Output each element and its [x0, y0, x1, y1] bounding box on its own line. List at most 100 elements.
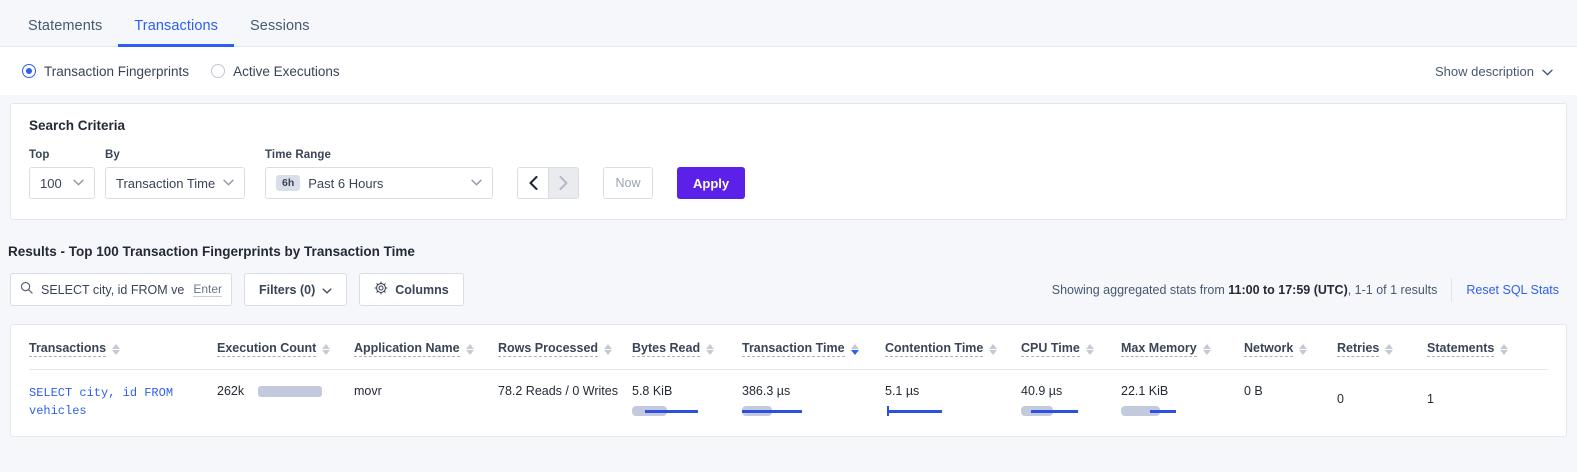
cell-rows-processed: 78.2 Reads / 0 Writes [498, 370, 632, 437]
by-value: Transaction Time [116, 175, 216, 191]
max-memory-bar [1121, 406, 1205, 416]
col-label: Retries [1337, 341, 1380, 357]
contention-time-bar [885, 406, 969, 416]
top-label: Top [29, 149, 50, 161]
time-range-next-button[interactable] [548, 167, 579, 199]
bytes-read-bar [632, 406, 716, 416]
by-label: By [105, 149, 120, 161]
now-button[interactable]: Now [603, 167, 653, 199]
col-label: Network [1244, 341, 1294, 357]
cell-statements: 1 [1427, 370, 1548, 437]
radio-label-active-executions: Active Executions [233, 63, 340, 79]
sort-toggle-retries[interactable] [1385, 343, 1397, 355]
cell-max-memory: 22.1 KiB [1121, 370, 1244, 437]
apply-button[interactable]: Apply [677, 167, 746, 199]
showing-prefix: Showing aggregated stats from [1051, 282, 1229, 297]
search-criteria-panel: Search Criteria Top 100 By Transaction T… [10, 103, 1567, 220]
results-title: Results - Top 100 Transaction Fingerprin… [8, 244, 415, 259]
sort-toggle-transactions[interactable] [112, 343, 124, 355]
time-range-value: Past 6 Hours [308, 175, 384, 191]
table-header-row: Transactions Execution Count Application… [29, 325, 1548, 370]
sort-toggle-bytes-read[interactable] [706, 343, 718, 355]
reset-sql-stats-link[interactable]: Reset SQL Stats [1466, 282, 1559, 297]
tab-statements[interactable]: Statements [28, 18, 103, 34]
sort-toggle-statements[interactable] [1500, 343, 1512, 355]
bytes-read-value: 5.8 KiB [632, 384, 673, 398]
filters-button[interactable]: Filters (0) [244, 273, 348, 306]
cell-execution-count: 262k [217, 370, 354, 437]
search-enter-hint[interactable]: Enter [193, 282, 222, 297]
radio-dot-icon [22, 64, 36, 78]
results-table-card: Transactions Execution Count Application… [10, 324, 1567, 437]
cell-bytes-read: 5.8 KiB [632, 370, 742, 437]
col-transaction-time: Transaction Time [742, 325, 885, 370]
chevron-down-icon [471, 177, 482, 189]
radio-dot-icon [211, 64, 226, 78]
col-transactions: Transactions [29, 325, 217, 370]
top-field: Top 100 [29, 149, 95, 199]
view-radio-group: Transaction Fingerprints Active Executio… [22, 64, 340, 79]
col-cpu-time: CPU Time [1021, 325, 1121, 370]
search-criteria-controls: Top 100 By Transaction Time [29, 149, 1548, 199]
cell-transaction-time: 386.3 µs [742, 370, 885, 437]
radio-active-executions[interactable]: Active Executions [211, 64, 340, 79]
view-toggle-bar: Transaction Fingerprints Active Executio… [0, 47, 1577, 95]
search-criteria-section: Search Criteria Top 100 By Transaction T… [0, 95, 1577, 220]
statements-value: 1 [1427, 392, 1434, 406]
search-icon [20, 281, 33, 299]
transaction-time-bar [742, 406, 826, 416]
time-range-pill: 6h [276, 174, 301, 192]
columns-button-label: Columns [395, 282, 449, 297]
search-criteria-title: Search Criteria [29, 118, 126, 133]
meta-divider [1451, 277, 1453, 302]
by-field: By Transaction Time [105, 149, 245, 199]
col-label: Transactions [29, 341, 107, 357]
show-description-label: Show description [1435, 63, 1534, 79]
top-select[interactable]: 100 [29, 167, 95, 199]
transaction-sql-link[interactable]: SELECT city, id FROM vehicles [29, 386, 174, 418]
cell-contention-time: 5.1 µs [885, 370, 1021, 437]
time-range-nav-group [517, 167, 579, 199]
col-label: Rows Processed [498, 341, 599, 357]
time-range-prev-button[interactable] [517, 167, 548, 199]
rows-processed-value: 78.2 Reads / 0 Writes [498, 384, 618, 398]
sort-toggle-contention-time[interactable] [989, 343, 1001, 355]
apply-button-label: Apply [693, 175, 730, 191]
col-statements: Statements [1427, 325, 1548, 370]
showing-suffix: , 1-1 of 1 results [1347, 282, 1438, 297]
cell-transaction: SELECT city, id FROM vehicles [29, 370, 217, 437]
transaction-time-value: 386.3 µs [742, 384, 791, 398]
execution-count-value: 262k [217, 384, 245, 398]
sort-toggle-transaction-time[interactable] [850, 343, 863, 355]
tab-transactions[interactable]: Transactions [118, 18, 234, 47]
transactions-table: Transactions Execution Count Application… [29, 325, 1548, 436]
sort-toggle-cpu-time[interactable] [1085, 343, 1098, 355]
sort-toggle-execution-count[interactable] [322, 343, 334, 355]
search-input-value: SELECT city, id FROM vehicles W [41, 282, 185, 297]
show-description-toggle[interactable]: Show description [1435, 64, 1553, 79]
sort-toggle-network[interactable] [1299, 343, 1311, 355]
cpu-time-bar [1021, 406, 1105, 416]
time-range-label: Time Range [265, 149, 331, 161]
time-range-select[interactable]: 6h Past 6 Hours [265, 167, 493, 199]
col-label: Application Name [354, 341, 460, 357]
search-input[interactable]: SELECT city, id FROM vehicles W Enter [10, 273, 232, 306]
chevron-down-icon [322, 283, 332, 297]
by-select[interactable]: Transaction Time [105, 167, 245, 199]
sort-toggle-application-name[interactable] [465, 343, 478, 355]
columns-button[interactable]: Columns [359, 273, 464, 306]
col-network: Network [1244, 325, 1337, 370]
table-row: SELECT city, id FROM vehicles 262k movr … [29, 369, 1548, 437]
tab-sessions[interactable]: Sessions [250, 18, 310, 34]
filters-button-label: Filters (0) [259, 282, 316, 297]
application-name-value: movr [354, 384, 382, 398]
table-header: Transactions Execution Count Application… [29, 325, 1548, 370]
sort-toggle-rows-processed[interactable] [604, 343, 616, 355]
sort-toggle-max-memory[interactable] [1202, 343, 1215, 355]
col-retries: Retries [1337, 325, 1427, 370]
radio-transaction-fingerprints[interactable]: Transaction Fingerprints [22, 64, 189, 79]
col-label: Execution Count [217, 341, 317, 357]
col-contention-time: Contention Time [885, 325, 1021, 370]
results-meta: Showing aggregated stats from 11:00 to 1… [1051, 277, 1567, 302]
chevron-down-icon [223, 177, 234, 189]
